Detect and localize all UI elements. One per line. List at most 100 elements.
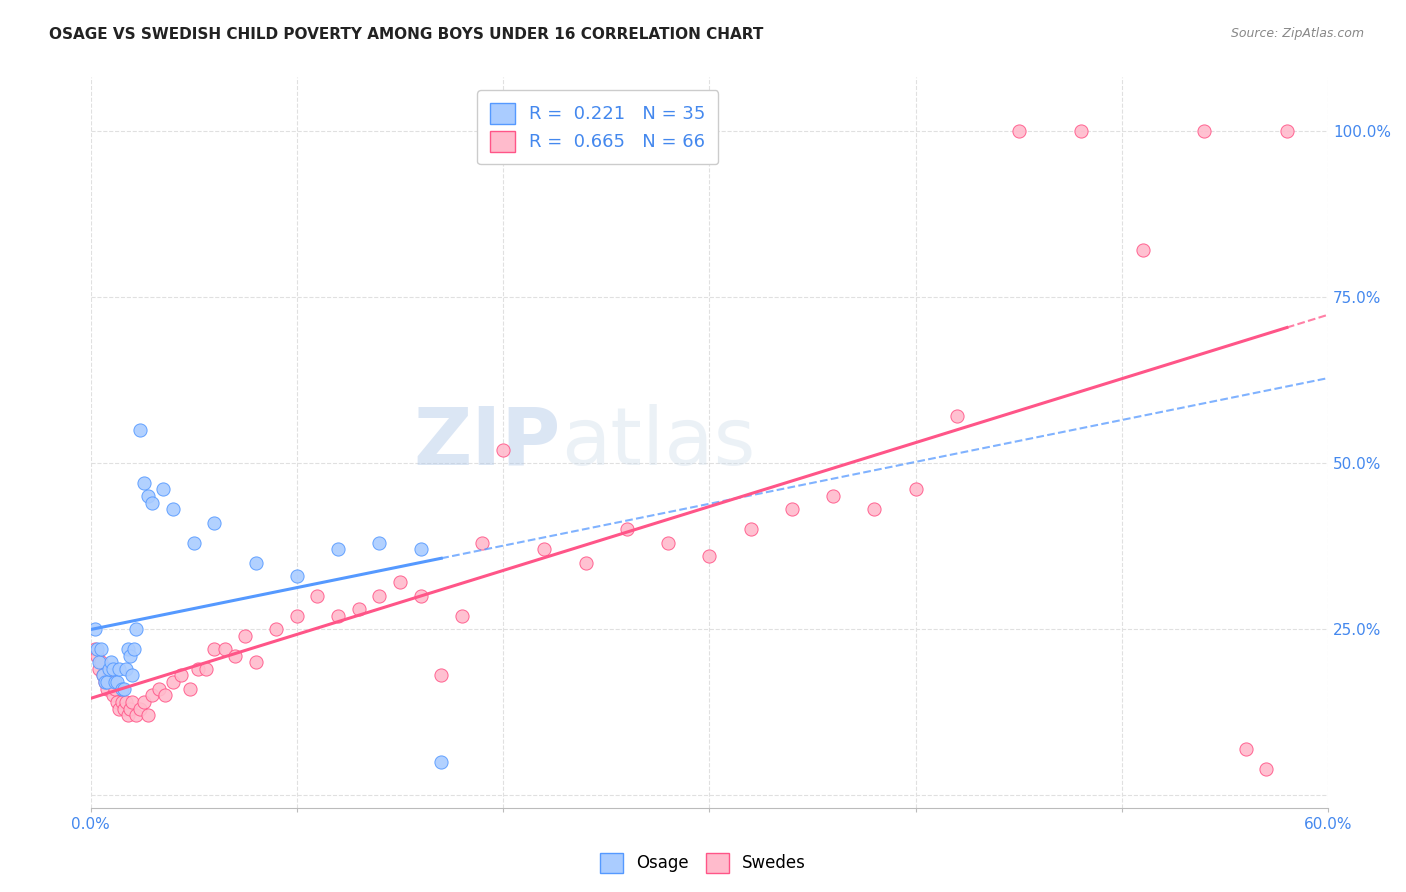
Point — [117, 708, 139, 723]
Point — [96, 681, 118, 696]
Point — [307, 589, 329, 603]
Point — [195, 662, 218, 676]
Point — [110, 681, 132, 696]
Point — [1234, 741, 1257, 756]
Point — [138, 489, 160, 503]
Point — [83, 641, 105, 656]
Point — [103, 662, 125, 676]
Point — [121, 695, 143, 709]
Point — [863, 502, 886, 516]
Point — [1132, 243, 1154, 257]
Point — [118, 648, 141, 663]
Point — [103, 689, 125, 703]
Point — [179, 681, 201, 696]
Point — [214, 641, 236, 656]
Text: atlas: atlas — [561, 404, 755, 482]
Point — [170, 668, 193, 682]
Point — [112, 681, 135, 696]
Point — [740, 522, 762, 536]
Point — [100, 655, 122, 669]
Point — [104, 681, 127, 696]
Point — [107, 675, 129, 690]
Point — [134, 695, 156, 709]
Point — [86, 641, 108, 656]
Point — [141, 689, 163, 703]
Point — [90, 655, 112, 669]
Point — [533, 542, 555, 557]
Point — [245, 556, 267, 570]
Point — [122, 641, 145, 656]
Point — [409, 589, 432, 603]
Point — [451, 608, 474, 623]
Point — [780, 502, 803, 516]
Point — [94, 675, 117, 690]
Point — [904, 483, 927, 497]
Point — [946, 409, 969, 424]
Point — [125, 708, 148, 723]
Point — [83, 622, 105, 636]
Point — [94, 675, 117, 690]
Legend: Osage, Swedes: Osage, Swedes — [593, 847, 813, 880]
Point — [162, 502, 184, 516]
Point — [153, 689, 176, 703]
Point — [152, 483, 174, 497]
Point — [110, 695, 132, 709]
Point — [134, 475, 156, 490]
Point — [162, 675, 184, 690]
Point — [141, 496, 163, 510]
Point — [699, 549, 721, 563]
Point — [264, 622, 287, 636]
Point — [616, 522, 638, 536]
Point — [121, 668, 143, 682]
Point — [129, 423, 152, 437]
Point — [108, 662, 131, 676]
Point — [492, 442, 515, 457]
Point — [100, 675, 122, 690]
Point — [202, 641, 225, 656]
Point — [96, 675, 118, 690]
Point — [657, 535, 679, 549]
Point — [409, 542, 432, 557]
Point — [285, 608, 308, 623]
Point — [471, 535, 494, 549]
Legend: R =  0.221   N = 35, R =  0.665   N = 66: R = 0.221 N = 35, R = 0.665 N = 66 — [477, 90, 718, 164]
Text: ZIP: ZIP — [413, 404, 561, 482]
Point — [347, 602, 370, 616]
Point — [1070, 123, 1092, 137]
Point — [1008, 123, 1031, 137]
Point — [87, 662, 110, 676]
Point — [1194, 123, 1216, 137]
Point — [104, 675, 127, 690]
Point — [368, 589, 391, 603]
Point — [183, 535, 205, 549]
Point — [326, 542, 349, 557]
Point — [224, 648, 246, 663]
Text: Source: ZipAtlas.com: Source: ZipAtlas.com — [1230, 27, 1364, 40]
Point — [575, 556, 598, 570]
Point — [430, 755, 453, 769]
Point — [107, 695, 129, 709]
Point — [245, 655, 267, 669]
Point — [118, 702, 141, 716]
Point — [98, 668, 121, 682]
Point — [125, 622, 148, 636]
Point — [108, 702, 131, 716]
Text: OSAGE VS SWEDISH CHILD POVERTY AMONG BOYS UNDER 16 CORRELATION CHART: OSAGE VS SWEDISH CHILD POVERTY AMONG BOY… — [49, 27, 763, 42]
Point — [187, 662, 209, 676]
Point — [326, 608, 349, 623]
Point — [90, 641, 112, 656]
Point — [823, 489, 845, 503]
Point — [87, 655, 110, 669]
Point — [388, 575, 411, 590]
Point — [285, 569, 308, 583]
Point — [1275, 123, 1298, 137]
Point — [98, 662, 121, 676]
Point — [91, 668, 114, 682]
Point — [138, 708, 160, 723]
Point — [233, 629, 256, 643]
Point — [91, 668, 114, 682]
Point — [129, 702, 152, 716]
Point — [114, 695, 136, 709]
Point — [430, 668, 453, 682]
Point — [1256, 762, 1278, 776]
